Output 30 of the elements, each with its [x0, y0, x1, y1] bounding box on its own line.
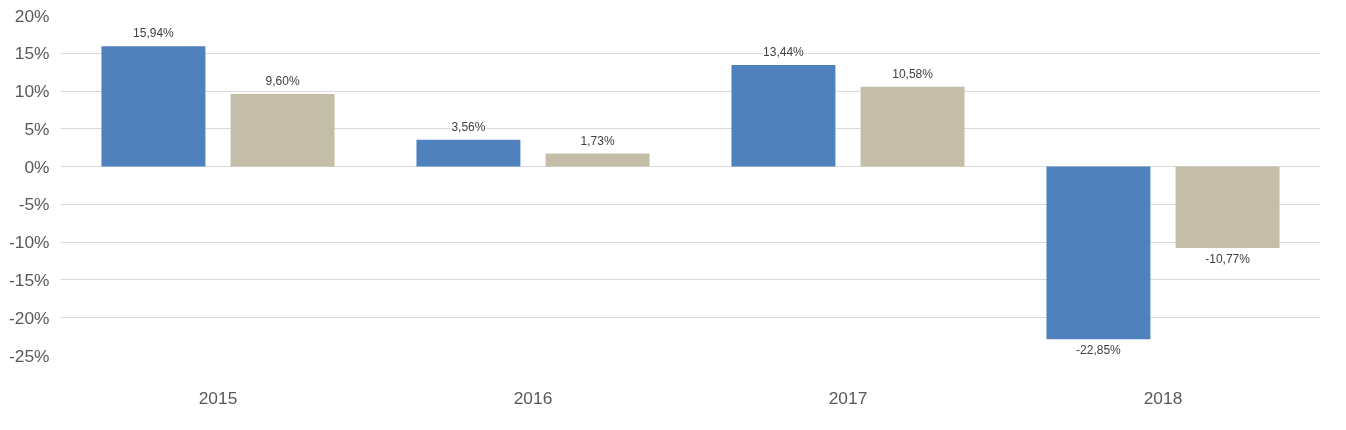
data-label: 13,44%	[763, 45, 805, 60]
y-tick-label: 0%	[24, 156, 50, 177]
y-tick-label: -25%	[9, 345, 50, 366]
data-label: 15,94%	[133, 26, 175, 41]
data-label: -22,85%	[1076, 343, 1122, 358]
y-tick-label: -20%	[9, 307, 50, 328]
data-label: 1,73%	[580, 133, 615, 148]
bar	[1175, 166, 1280, 248]
y-tick-label: 20%	[14, 5, 50, 26]
y-tick-label: 5%	[24, 118, 50, 139]
x-tick-label: 2018	[1143, 387, 1183, 408]
x-tick-label: 2016	[513, 387, 553, 408]
y-tick-label: 15%	[14, 43, 50, 64]
bar	[731, 65, 836, 167]
bar	[416, 139, 521, 167]
data-label: 3,56%	[451, 119, 486, 134]
data-label: 9,60%	[265, 74, 300, 89]
bar	[860, 86, 965, 167]
bar	[230, 94, 335, 167]
bar	[1046, 166, 1151, 340]
y-tick-label: -15%	[9, 269, 50, 290]
x-tick-label: 2017	[828, 387, 868, 408]
y-tick-label: 10%	[14, 81, 50, 102]
bar	[101, 46, 206, 167]
y-tick-label: -5%	[18, 194, 50, 215]
y-tick-label: -10%	[9, 232, 50, 253]
data-label: 10,58%	[892, 66, 934, 81]
data-label: -10,77%	[1205, 251, 1251, 266]
bar	[545, 153, 650, 167]
x-tick-label: 2015	[198, 387, 238, 408]
